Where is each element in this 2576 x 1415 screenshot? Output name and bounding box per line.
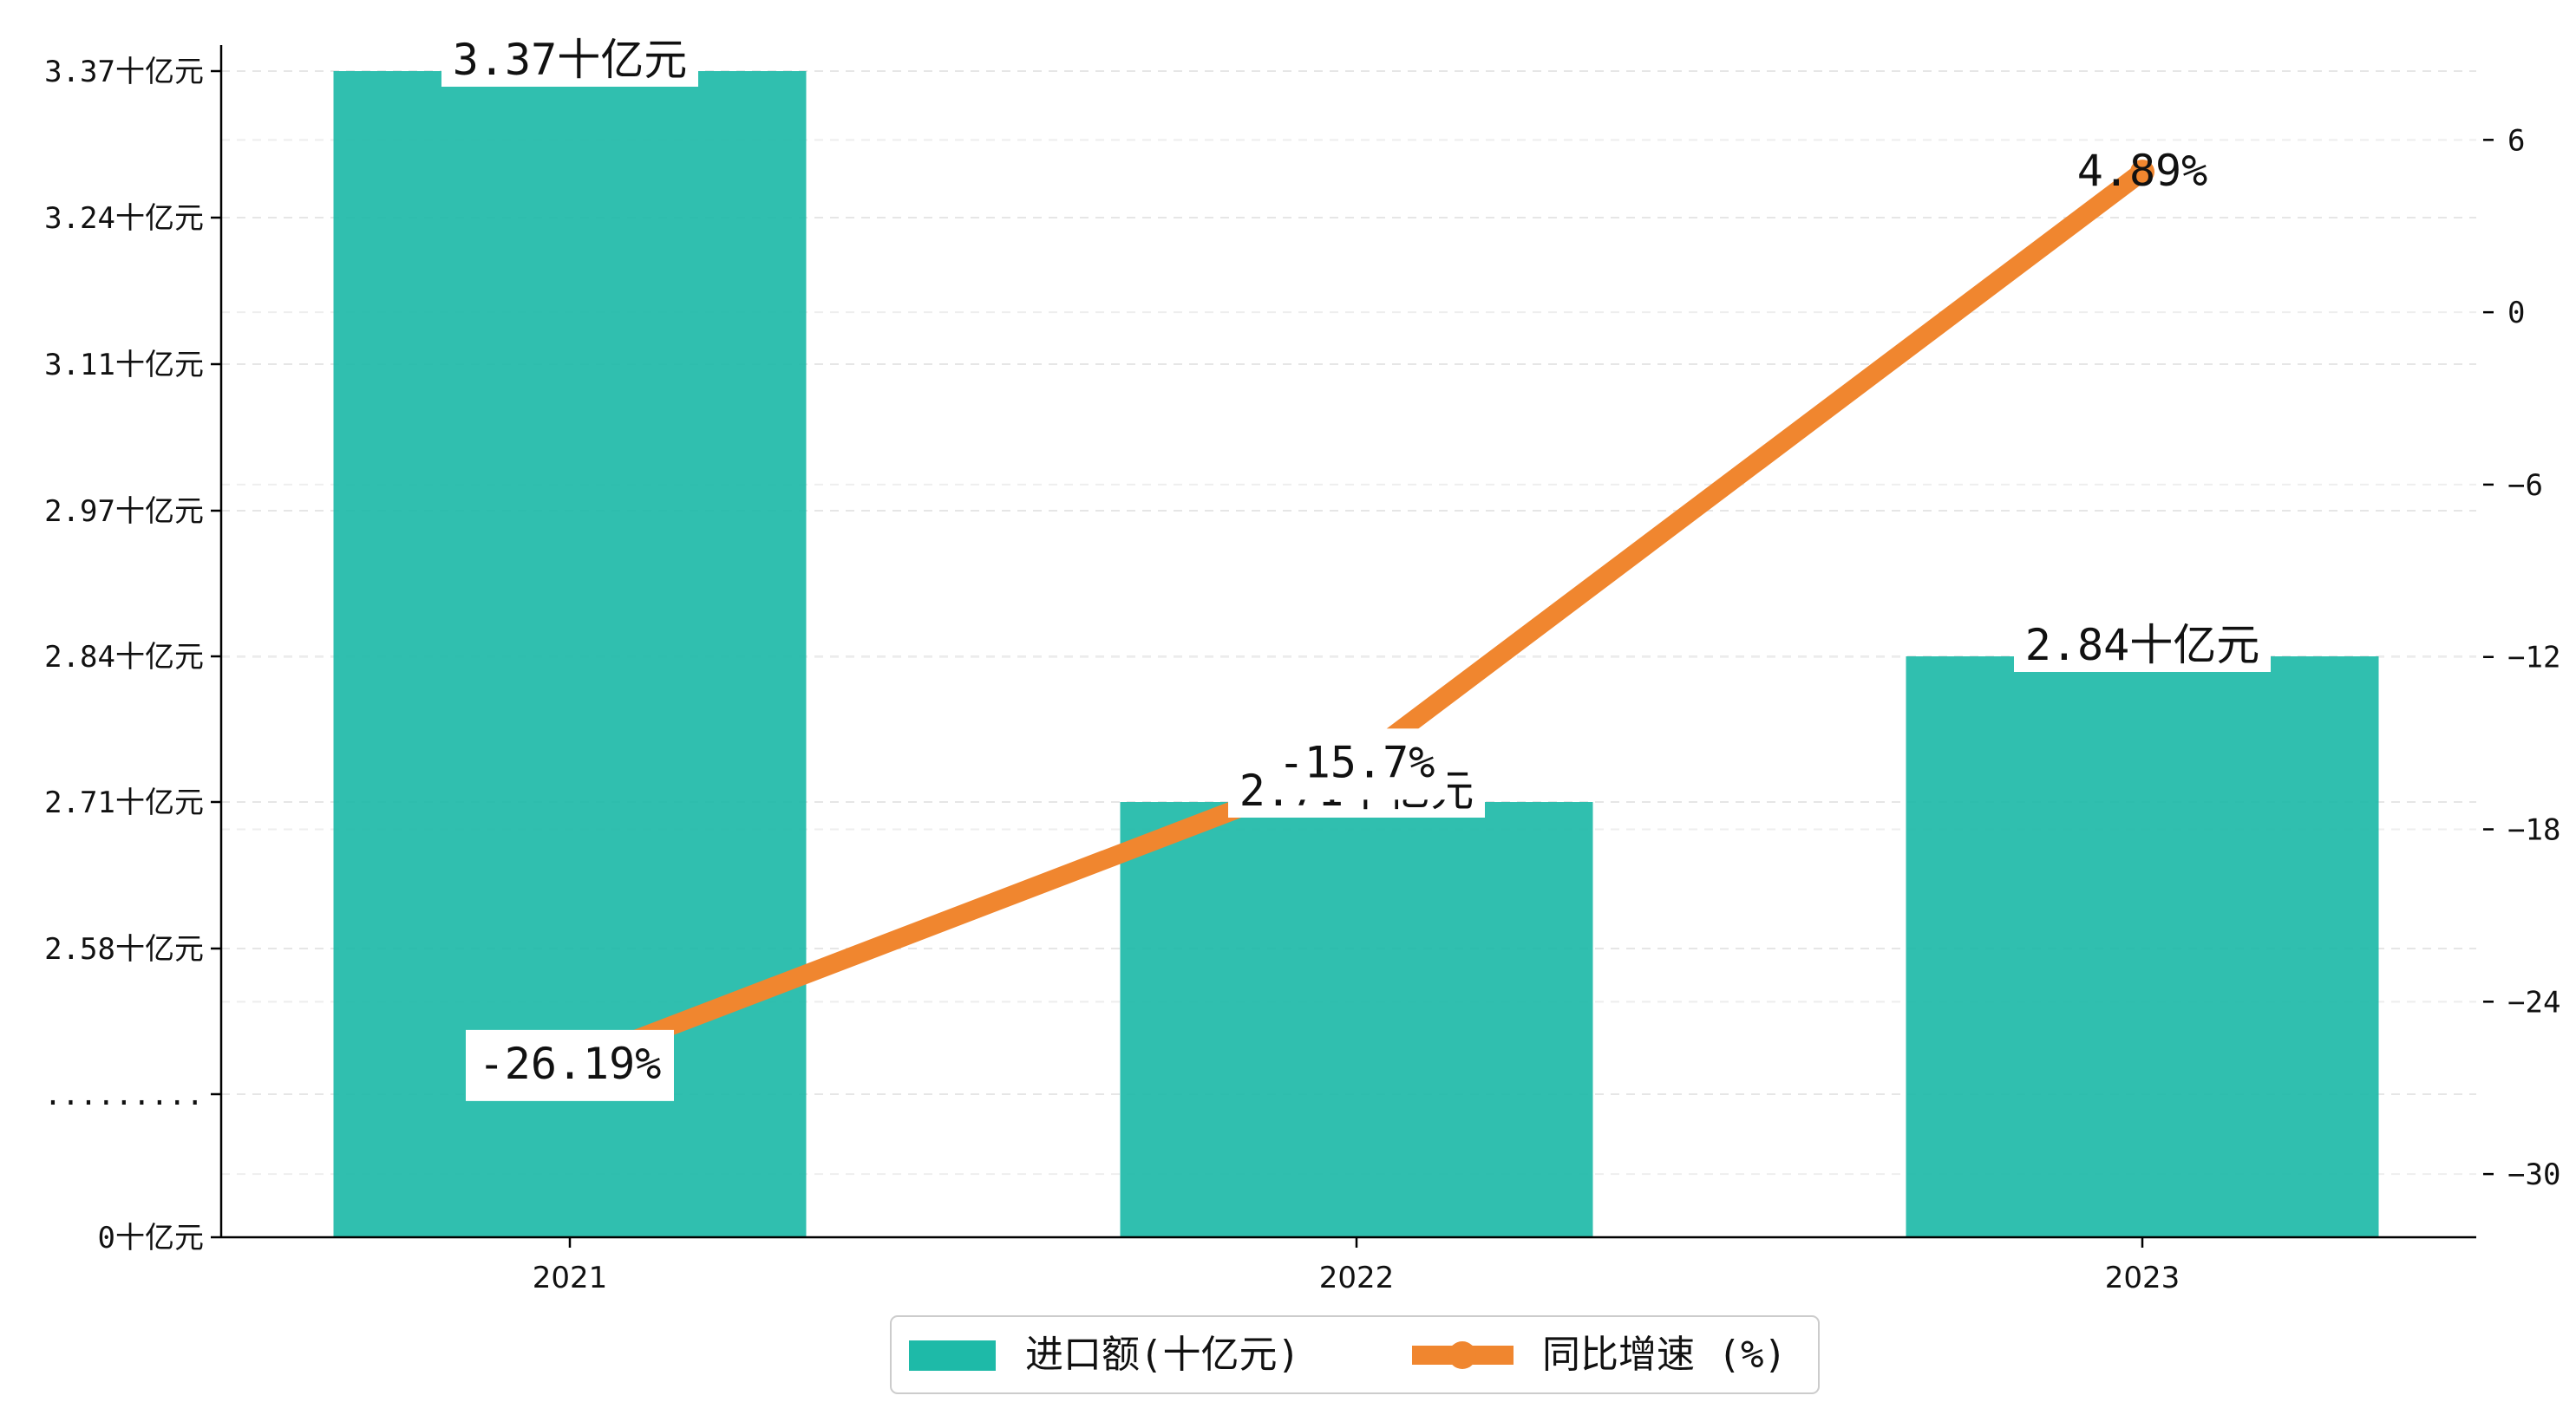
x-tick-label: 2022 — [1319, 1261, 1395, 1295]
x-tick-label: 2021 — [533, 1261, 608, 1295]
line-label-bg — [466, 1029, 674, 1101]
line-data-label: 4.89% — [2077, 146, 2208, 196]
growth-point-2023 — [2130, 160, 2154, 185]
line-data-label: -15.7% — [1278, 737, 1435, 787]
bar-2022 — [1120, 802, 1593, 1237]
left-tick-label: 2.84十亿元 — [44, 640, 204, 675]
legend-bar-swatch — [909, 1340, 996, 1371]
bar-2023 — [1906, 656, 2379, 1237]
left-tick-label: 0十亿元 — [98, 1221, 204, 1255]
right-tick-label: −30 — [2507, 1157, 2560, 1192]
left-tick-label: 3.24十亿元 — [44, 201, 204, 236]
bar-data-label: 3.37十亿元 — [453, 35, 687, 85]
line-label-bg — [1265, 728, 1448, 800]
bar-label-bg — [2014, 616, 2271, 672]
right-tick-label: −18 — [2507, 813, 2560, 848]
right-tick-label: −24 — [2507, 985, 2560, 1020]
legend-bar-label: 进口额(十亿元) — [1025, 1333, 1300, 1377]
right-tick-label: 0 — [2507, 296, 2525, 330]
line-data-label: -26.19% — [479, 1039, 662, 1089]
left-tick-label: 2.97十亿元 — [44, 494, 204, 529]
left-tick-label: ......... — [44, 1078, 204, 1112]
left-tick-label: 2.71十亿元 — [44, 786, 204, 820]
left-tick-label: 2.58十亿元 — [44, 932, 204, 967]
legend: 进口额(十亿元) 同比增速 (%) — [890, 1315, 1820, 1394]
import-bars — [333, 71, 2379, 1237]
right-tick-label: −6 — [2507, 468, 2543, 503]
bar-label-bg — [441, 31, 698, 87]
bar-data-label: 2.84十亿元 — [2025, 620, 2259, 670]
legend-box — [890, 1315, 1820, 1394]
left-tick-label: 3.37十亿元 — [44, 55, 204, 89]
legend-line-label: 同比增速 (%) — [1542, 1333, 1787, 1377]
right-tick-label: −12 — [2507, 641, 2560, 675]
right-tick-label: 6 — [2507, 123, 2525, 158]
left-tick-label: 3.11十亿元 — [44, 348, 204, 382]
legend-line-marker — [1448, 1341, 1476, 1369]
x-tick-label: 2023 — [2105, 1261, 2180, 1295]
axes: 0十亿元......... 2.58十亿元 2.71十亿元 2.84十亿元 2.97十亿… — [44, 45, 2560, 1295]
